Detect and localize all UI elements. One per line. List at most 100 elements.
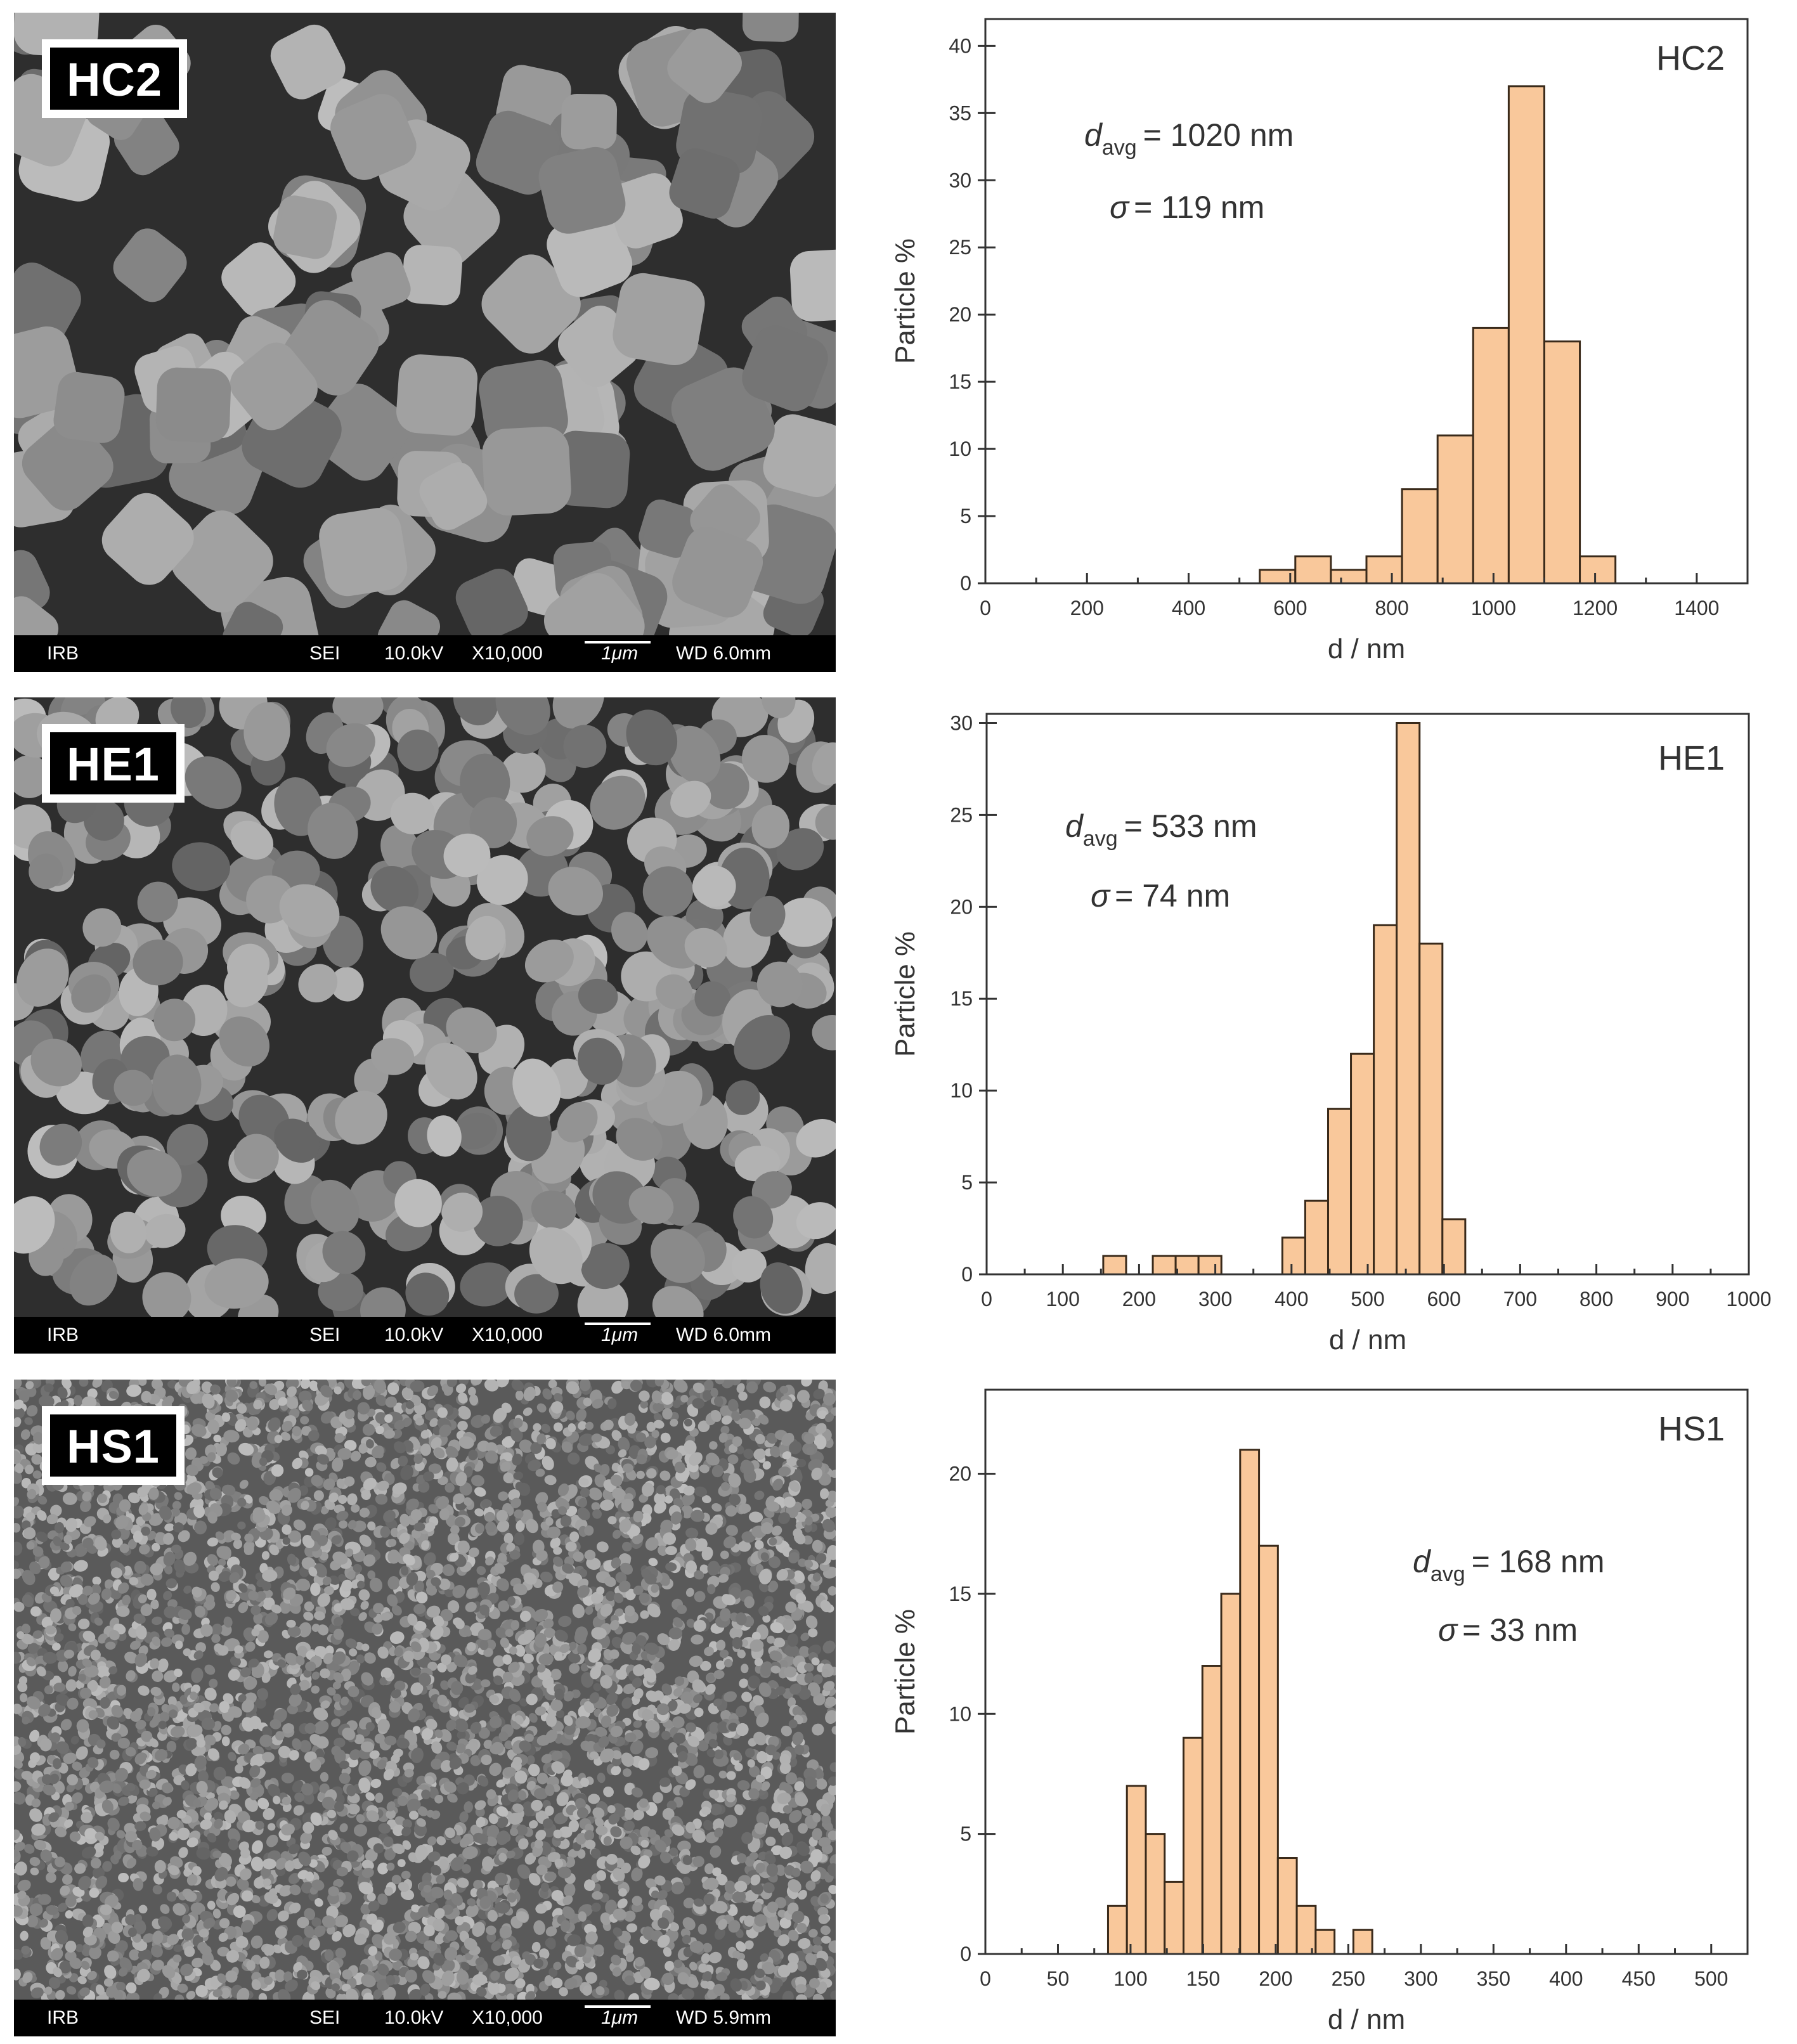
sem-particle: [514, 1645, 526, 1657]
sem-particle: [304, 1601, 315, 1612]
scale-bar: [585, 1323, 651, 1325]
sem-particle: [552, 430, 630, 508]
sem-particle: [350, 1451, 361, 1462]
sem-particle: [493, 1655, 505, 1667]
sem-particle: [714, 1749, 724, 1759]
sem-particle: [633, 1585, 644, 1595]
sem-particle: [472, 1922, 485, 1937]
sem-image-hs1: HS1 IRB SEI 10.0kV X10,000 1μm WD 5.9mm: [14, 1380, 836, 2036]
sem-particle: [404, 1768, 414, 1778]
sem-particle: [252, 1746, 264, 1756]
sem-micrograph-he1: [14, 697, 836, 1317]
sem-particle: [245, 1797, 258, 1812]
sem-particle: [224, 1809, 237, 1824]
sem-particle: [735, 1445, 744, 1454]
sem-particle: [700, 1660, 711, 1671]
sem-particle: [712, 1818, 724, 1832]
sem-particle: [636, 1470, 645, 1479]
sem-particle: [644, 1668, 657, 1683]
sem-particle: [77, 1618, 90, 1629]
sem-particle: [53, 372, 125, 443]
scale-bar: [585, 641, 651, 644]
sem-particle: [563, 725, 607, 768]
sem-particle: [731, 1248, 767, 1283]
sem-particle: [815, 1778, 827, 1790]
sem-particle: [238, 1442, 254, 1456]
sem-particle: [144, 1213, 186, 1248]
sem-particle: [27, 1915, 39, 1928]
sem-particle: [623, 1820, 635, 1831]
sem-particle: [725, 1525, 738, 1536]
sem-particle: [524, 940, 574, 983]
sem-particle: [259, 1496, 269, 1506]
sem-particle: [14, 596, 59, 635]
sem-particle: [185, 1447, 197, 1460]
sem-particle: [127, 1149, 182, 1197]
sem-particle: [318, 1271, 364, 1311]
sem-particle: [360, 1904, 371, 1915]
sem-particle: [254, 1877, 265, 1889]
sem-particle: [663, 1946, 672, 1957]
sem-particle: [592, 1509, 602, 1519]
sem-particle: [652, 1286, 704, 1317]
sem-particle: [133, 1934, 141, 1943]
sem-particle: [768, 1556, 781, 1569]
sem-particle: [640, 1400, 649, 1409]
sem-particle: [723, 1735, 732, 1746]
sem-particle: [452, 1584, 465, 1598]
sem-particle: [167, 1816, 180, 1830]
sem-particle: [221, 1736, 230, 1747]
sem-particle: [694, 981, 731, 1017]
sem-particle: [646, 1421, 656, 1432]
sem-particle: [633, 1664, 645, 1676]
sem-particle: [304, 1468, 314, 1477]
sem-particle: [771, 1525, 782, 1536]
sem-info-bar: IRB SEI 10.0kV X10,000 1μm WD 6.0mm: [14, 635, 836, 672]
sem-operator: IRB: [47, 1324, 79, 1345]
sem-particle: [669, 725, 721, 784]
sem-particle: [191, 1424, 207, 1437]
sem-particle: [84, 1516, 96, 1527]
sem-particle: [275, 1926, 287, 1939]
sem-particle: [363, 1384, 375, 1400]
sem-particle: [486, 1825, 500, 1840]
sem-mode: SEI: [309, 643, 341, 664]
sem-particle: [380, 1526, 391, 1538]
sem-particle: [432, 1615, 444, 1627]
sem-particle: [653, 1413, 663, 1422]
sem-particle: [397, 1859, 406, 1868]
sem-particle: [411, 1904, 420, 1913]
sem-particle: [334, 1737, 346, 1748]
sem-particle: [658, 1545, 668, 1556]
sem-particle: [447, 1662, 457, 1672]
sem-particle: [185, 756, 242, 810]
sem-particle: [808, 1929, 818, 1938]
sem-particle: [148, 1513, 164, 1526]
sem-particle: [586, 1557, 601, 1570]
sem-particle: [166, 1123, 209, 1166]
sem-particle: [251, 1894, 261, 1904]
sem-particle: [458, 1406, 471, 1420]
sem-particle: [443, 1781, 457, 1793]
sem-particle: [812, 742, 836, 786]
sem-particle: [454, 1718, 469, 1733]
sem-particle: [38, 1894, 51, 1905]
sem-particle: [240, 1920, 254, 1933]
sem-particle: [703, 1820, 713, 1831]
sem-particle: [460, 1262, 514, 1307]
sem-particle: [332, 697, 384, 727]
sem-particle: [402, 1819, 412, 1828]
sem-particle: [87, 1970, 97, 1981]
sem-particle: [682, 1877, 691, 1886]
sem-particle: [16, 1631, 25, 1640]
sem-particle: [697, 1924, 707, 1935]
sem-particle: [692, 865, 736, 907]
sem-particle: [440, 1759, 452, 1773]
sem-particle: [207, 1748, 219, 1761]
sem-particle: [394, 1179, 442, 1227]
sem-particle: [182, 1914, 190, 1924]
sem-particle: [14, 1749, 25, 1763]
sem-particle: [503, 1532, 514, 1544]
sem-particle: [506, 1850, 516, 1859]
sem-particle: [684, 1752, 698, 1766]
